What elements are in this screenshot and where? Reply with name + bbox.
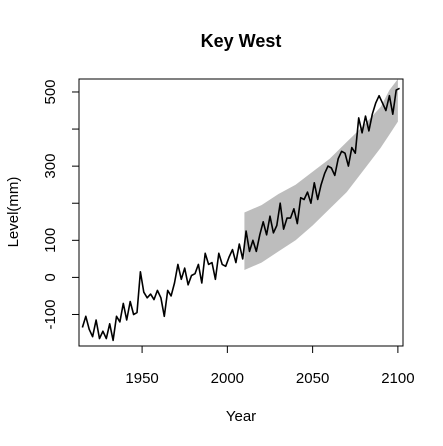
plot-frame — [78, 78, 404, 347]
y-axis: -100 0 100 300 500 — [42, 79, 80, 330]
sea-level-line — [81, 87, 400, 342]
x-tick-label: 1950 — [125, 370, 158, 387]
x-tick-label: 2000 — [211, 370, 244, 387]
y-tick-label: 300 — [42, 154, 59, 179]
x-axis: 1950 2000 2050 2100 — [125, 345, 415, 387]
y-tick-label: 500 — [42, 79, 59, 104]
y-tick-label: 0 — [42, 273, 59, 281]
y-tick-label: -100 — [42, 299, 59, 329]
x-tick-label: 2100 — [381, 370, 414, 387]
y-tick-label: 100 — [42, 228, 59, 253]
x-axis-label: Year — [226, 408, 256, 425]
y-axis-label: Level(mm) — [5, 177, 22, 248]
chart-title: Key West — [201, 31, 282, 51]
x-tick-label: 2050 — [296, 370, 329, 387]
plot-area — [81, 79, 400, 342]
